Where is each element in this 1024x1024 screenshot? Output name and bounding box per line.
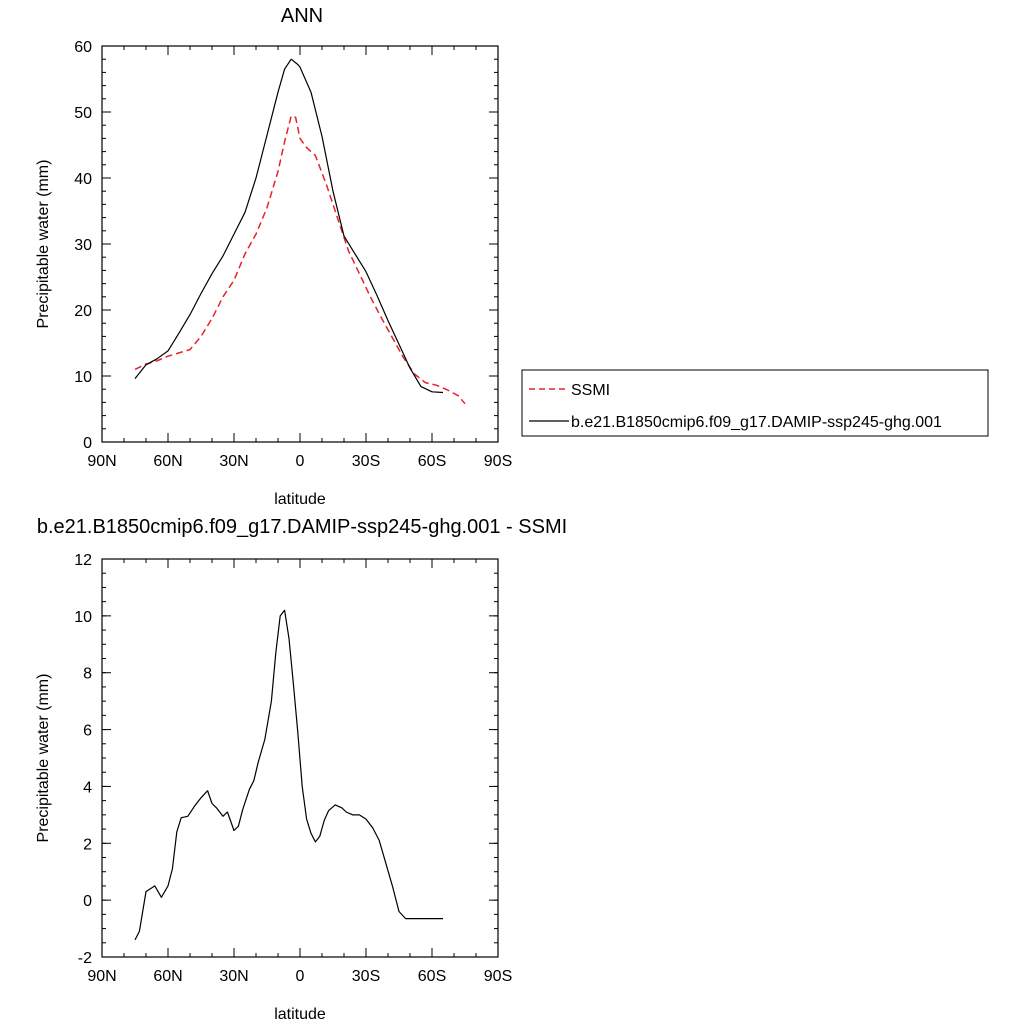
- top-x-tick-label: 60S: [418, 453, 446, 470]
- bottom-y-tick-label: -2: [78, 950, 92, 967]
- top-y-tick-label: 40: [74, 171, 92, 188]
- top-y-tick-label: 30: [74, 237, 92, 254]
- legend: SSMI b.e21.B1850cmip6.f09_g17.DAMIP-ssp2…: [521, 369, 989, 437]
- bottom-x-tick-label: 90N: [87, 968, 116, 985]
- bottom-panel: b.e21.B1850cmip6.f09_g17.DAMIP-ssp245-gh…: [35, 516, 567, 1023]
- legend-box: [521, 369, 989, 437]
- bottom-x-tick-label: 0: [296, 968, 305, 985]
- bottom-x-tick-labels: 90N 60N 30N 0 30S 60S 90S: [87, 968, 512, 985]
- bottom-y-tick-label: 10: [74, 609, 92, 626]
- top-y-tick-labels: 0 10 20 30 40 50 60: [74, 39, 92, 452]
- bottom-x-tick-label: 90S: [484, 968, 512, 985]
- top-x-tick-label: 90N: [87, 453, 116, 470]
- bottom-y-tick-label: 8: [83, 666, 92, 683]
- top-y-tick-label: 60: [74, 39, 92, 56]
- bottom-y-tick-label: 4: [83, 779, 92, 796]
- top-x-tick-labels: 90N 60N 30N 0 30S 60S 90S: [87, 453, 512, 470]
- bottom-x-tick-label: 60N: [153, 968, 182, 985]
- top-ticks: [101, 45, 499, 443]
- bottom-x-tick-label: 30N: [219, 968, 248, 985]
- legend-label-ssmi: SSMI: [571, 382, 610, 399]
- top-x-tick-label: 0: [296, 453, 305, 470]
- top-panel: ANN 90N 60N 30N 0 30S 60S 90S 0 10 20 30 40 50 60 la…: [35, 5, 512, 508]
- top-y-axis-label: Precipitable water (mm): [35, 160, 52, 329]
- top-y-tick-label: 20: [74, 303, 92, 320]
- bottom-x-axis-label: latitude: [274, 1006, 326, 1023]
- top-x-tick-label: 30N: [219, 453, 248, 470]
- bottom-y-tick-labels: -2 0 2 4 6 8 10 12: [74, 552, 92, 967]
- bottom-series: [134, 609, 443, 941]
- top-series: [134, 58, 466, 405]
- top-x-tick-label: 60N: [153, 453, 182, 470]
- bottom-x-tick-label: 60S: [418, 968, 446, 985]
- bottom-series-line-0: [134, 609, 443, 941]
- top-y-tick-label: 10: [74, 369, 92, 386]
- bottom-y-tick-label: 12: [74, 552, 92, 569]
- top-plot-frame: [101, 45, 499, 443]
- bottom-y-tick-label: 2: [83, 836, 92, 853]
- top-x-tick-label: 90S: [484, 453, 512, 470]
- top-x-axis-label: latitude: [274, 491, 326, 508]
- bottom-x-tick-label: 30S: [352, 968, 380, 985]
- bottom-y-tick-label: 6: [83, 723, 92, 740]
- bottom-ticks: [101, 558, 499, 958]
- bottom-y-tick-label: 0: [83, 893, 92, 910]
- top-y-tick-label: 50: [74, 105, 92, 122]
- top-series-line-1: [134, 58, 444, 394]
- top-y-tick-label: 0: [83, 435, 92, 452]
- legend-label-model: b.e21.B1850cmip6.f09_g17.DAMIP-ssp245-gh…: [571, 414, 942, 431]
- top-x-tick-label: 30S: [352, 453, 380, 470]
- top-series-line-0: [134, 115, 466, 405]
- bottom-chart-title: b.e21.B1850cmip6.f09_g17.DAMIP-ssp245-gh…: [37, 516, 567, 538]
- bottom-y-axis-label: Precipitable water (mm): [35, 674, 52, 843]
- top-chart-title: ANN: [281, 5, 323, 27]
